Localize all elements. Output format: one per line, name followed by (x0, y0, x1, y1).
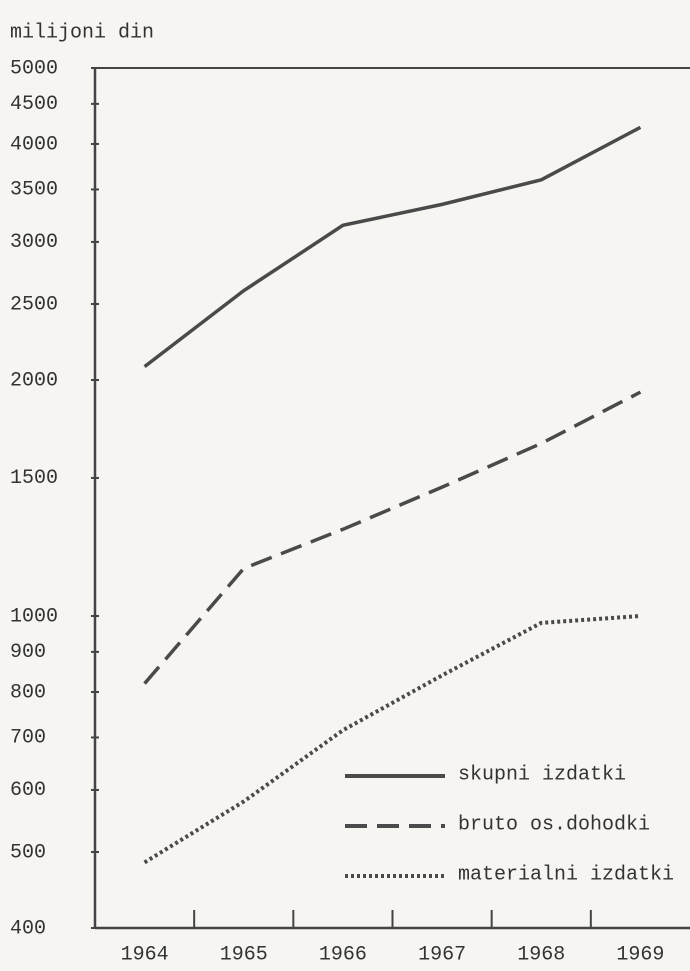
series-line (143, 390, 642, 685)
x-tick-label: 1968 (517, 943, 565, 966)
y-tick-label: 500 (10, 841, 46, 864)
y-tick-label: 1500 (10, 467, 58, 490)
y-tick-label: 1000 (10, 605, 58, 628)
x-tick-label: 1967 (418, 943, 466, 966)
x-tick-label: 1966 (319, 943, 367, 966)
series-line (143, 614, 641, 865)
legend-label: bruto os.dohodki (458, 813, 650, 836)
y-tick-label: 800 (10, 681, 46, 704)
series-line (143, 125, 642, 369)
x-tick-label: 1964 (121, 943, 169, 966)
x-tick-label: 1969 (616, 943, 664, 966)
y-tick-label: 4000 (10, 133, 58, 156)
y-axis-label: milijoni din (10, 21, 154, 44)
y-tick-label: 900 (10, 641, 46, 664)
y-tick-label: 3000 (10, 231, 58, 254)
y-tick-label: 5000 (10, 57, 58, 80)
y-tick-label: 700 (10, 727, 46, 750)
y-tick-label: 4500 (10, 93, 58, 116)
legend-label: skupni izdatki (458, 763, 626, 786)
x-tick-label: 1965 (220, 943, 268, 966)
y-tick-label: 600 (10, 779, 46, 802)
y-tick-label: 2500 (10, 293, 58, 316)
legend-label: materialni izdatki (458, 863, 674, 886)
y-tick-label: 2000 (10, 369, 58, 392)
y-tick-label: 400 (10, 917, 46, 940)
y-tick-label: 3500 (10, 179, 58, 202)
